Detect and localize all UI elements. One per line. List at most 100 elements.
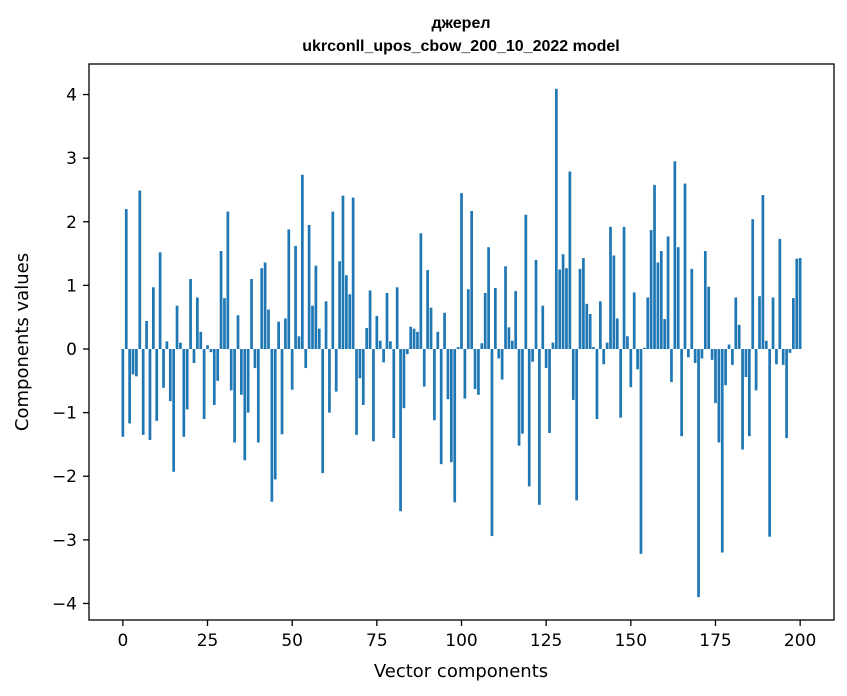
bar xyxy=(670,349,673,383)
bar xyxy=(260,268,264,349)
bar xyxy=(592,347,595,349)
bar xyxy=(189,279,192,349)
bar xyxy=(355,349,358,435)
bar xyxy=(477,349,480,395)
bar xyxy=(494,287,497,349)
bar xyxy=(558,269,562,349)
bar xyxy=(155,349,159,421)
bar xyxy=(131,349,135,375)
bar xyxy=(609,226,612,349)
bar xyxy=(389,341,392,349)
bar xyxy=(236,315,240,349)
bar xyxy=(270,349,274,502)
bar xyxy=(524,214,528,349)
x-tick-label: 25 xyxy=(197,631,219,651)
y-tick-label: 4 xyxy=(66,86,77,106)
bar xyxy=(582,258,585,349)
bar xyxy=(412,328,416,349)
bar xyxy=(307,224,311,349)
bar xyxy=(124,209,128,349)
y-axis-label: Components values xyxy=(12,253,33,431)
bar xyxy=(758,296,761,349)
bar xyxy=(199,331,203,349)
bar xyxy=(341,195,345,349)
bar xyxy=(510,340,514,349)
y-tick-label: −2 xyxy=(52,467,77,487)
bar xyxy=(697,349,700,598)
x-axis-ticks: 0 25 50 75 100 125 150 175 200 xyxy=(117,620,816,651)
y-tick-label: −1 xyxy=(52,404,77,424)
bar xyxy=(416,331,419,349)
x-axis-label: Vector components xyxy=(374,661,548,682)
bar xyxy=(605,342,609,349)
bar xyxy=(680,349,683,437)
bar xyxy=(717,349,721,443)
bar xyxy=(287,229,291,349)
bar xyxy=(754,349,758,391)
bar xyxy=(497,349,501,359)
bar xyxy=(615,318,619,349)
bar xyxy=(405,349,409,355)
bar xyxy=(439,349,443,465)
bar xyxy=(483,293,487,349)
bar xyxy=(361,349,365,405)
bar xyxy=(724,349,727,386)
bar xyxy=(700,349,704,359)
bar xyxy=(714,349,717,404)
bar xyxy=(277,321,280,349)
bar xyxy=(449,349,453,463)
bar xyxy=(463,349,467,399)
bar xyxy=(429,307,433,349)
bar xyxy=(456,347,460,349)
bar xyxy=(683,183,687,349)
bar xyxy=(372,349,375,442)
bar xyxy=(253,349,257,369)
bar xyxy=(243,349,247,461)
x-tick-label: 0 xyxy=(117,631,128,651)
bar xyxy=(764,340,768,349)
bar xyxy=(233,349,236,443)
x-tick-label: 100 xyxy=(445,631,477,651)
bar xyxy=(345,275,348,349)
bar xyxy=(240,349,243,395)
y-axis-ticks: 4 3 2 1 0 −1 −2 −3 −4 xyxy=(52,86,89,614)
bar xyxy=(639,349,643,554)
bar xyxy=(135,349,138,377)
bar xyxy=(348,294,352,349)
bar xyxy=(504,266,507,349)
bar xyxy=(636,349,639,370)
bar xyxy=(649,230,653,349)
bar xyxy=(710,349,714,360)
bar xyxy=(629,349,633,388)
bar xyxy=(453,349,457,503)
x-tick-label: 200 xyxy=(784,631,816,651)
bar xyxy=(517,349,521,446)
bar xyxy=(707,286,711,349)
bar xyxy=(256,349,260,443)
bar xyxy=(297,336,301,349)
bar xyxy=(168,349,172,402)
bar xyxy=(470,210,474,349)
bar xyxy=(792,298,795,349)
bar xyxy=(544,349,548,369)
bar xyxy=(487,247,490,349)
bar xyxy=(426,270,429,349)
y-tick-label: 0 xyxy=(66,340,77,360)
bar xyxy=(392,349,396,439)
bar xyxy=(588,314,592,349)
bar xyxy=(443,312,446,349)
bar xyxy=(554,88,558,349)
bar xyxy=(385,293,389,349)
bar xyxy=(273,349,277,480)
bar xyxy=(223,298,226,349)
bar xyxy=(490,349,494,537)
bar xyxy=(331,211,335,349)
bar xyxy=(179,342,182,349)
y-tick-label: 3 xyxy=(66,149,77,169)
bar xyxy=(595,349,599,419)
bar xyxy=(382,349,385,363)
bar xyxy=(395,287,399,349)
bar xyxy=(162,349,165,388)
bar xyxy=(768,349,772,537)
